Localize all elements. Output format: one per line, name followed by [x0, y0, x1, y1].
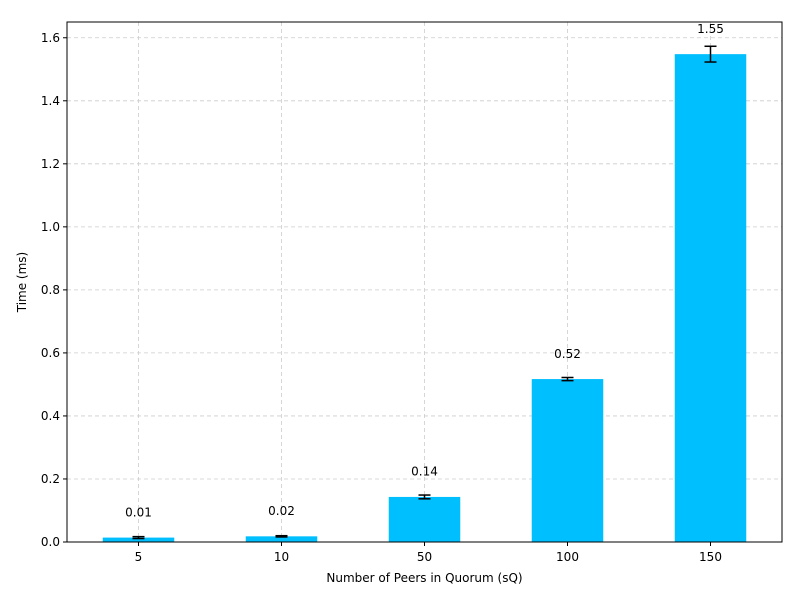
data-label: 1.55: [697, 22, 724, 36]
x-tick-label: 150: [699, 550, 722, 564]
bar: [388, 496, 461, 542]
data-label: 0.01: [125, 505, 152, 519]
x-tick-label: 100: [556, 550, 579, 564]
x-axis-ticks: 5 10 50 100 150: [135, 542, 722, 564]
y-tick-label: 1.4: [41, 94, 60, 108]
y-tick-label: 0.6: [41, 346, 60, 360]
data-labels: 0.01 0.02 0.14 0.52 1.55: [125, 22, 724, 519]
data-label: 0.52: [554, 347, 581, 361]
bar: [245, 536, 318, 542]
y-tick-label: 0.8: [41, 283, 60, 297]
data-label: 0.02: [268, 504, 295, 518]
y-tick-label: 1.2: [41, 157, 60, 171]
y-axis-label: Time (ms): [15, 252, 29, 314]
y-axis-ticks: 0.0 0.2 0.4 0.6 0.8 1.0 1.2 1.4 1.6: [41, 31, 67, 549]
x-tick-label: 50: [417, 550, 432, 564]
error-bar: [132, 535, 145, 540]
error-bars: [132, 45, 717, 540]
bars: [102, 54, 747, 543]
y-tick-label: 1.0: [41, 220, 60, 234]
grid-lines: [67, 22, 782, 543]
error-bar: [704, 45, 717, 63]
bar: [531, 379, 604, 542]
x-tick-label: 5: [135, 550, 143, 564]
y-tick-label: 0.0: [41, 535, 60, 549]
bar: [674, 54, 747, 543]
y-tick-label: 0.2: [41, 472, 60, 486]
x-axis-label: Number of Peers in Quorum (sQ): [326, 571, 522, 585]
x-tick-label: 10: [274, 550, 289, 564]
y-tick-label: 1.6: [41, 31, 60, 45]
error-bar: [561, 376, 574, 382]
error-bar: [275, 534, 288, 538]
data-label: 0.14: [411, 465, 438, 479]
error-bar: [418, 494, 431, 500]
y-tick-label: 0.4: [41, 409, 60, 423]
bar: [102, 537, 175, 542]
